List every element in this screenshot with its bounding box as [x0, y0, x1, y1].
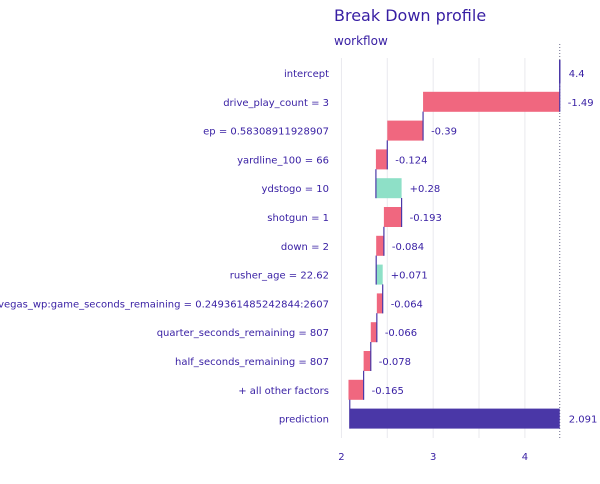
row-label: ydstogo = 10	[262, 184, 329, 195]
bar-negative	[375, 149, 388, 170]
value-label: +0.28	[410, 184, 441, 195]
bar-negative	[376, 235, 384, 256]
bar-positive	[375, 178, 402, 199]
value-label: -0.165	[372, 386, 404, 397]
chart-title: Break Down profile	[334, 6, 486, 25]
row-label: rusher_age = 22.62	[230, 271, 329, 282]
value-label: +0.071	[391, 271, 428, 282]
value-label: 2.091	[569, 415, 598, 426]
value-label: -1.49	[568, 98, 594, 109]
row-label: + all other factors	[238, 386, 329, 397]
row-label: quarter_seconds_remaining = 807	[157, 328, 329, 339]
row-label: down = 2	[281, 242, 329, 253]
bar-negative	[370, 322, 377, 343]
x-tick-label: 4	[522, 452, 528, 463]
row-label: half_seconds_remaining = 807	[175, 357, 329, 368]
bar-negative	[363, 351, 371, 371]
bar-positive	[376, 264, 383, 285]
row-label: shotgun = 1	[267, 213, 329, 224]
chart-subtitle: workflow	[334, 34, 388, 48]
value-label: -0.078	[379, 357, 411, 368]
value-label: -0.193	[410, 213, 442, 224]
row-label: drive_play_count = 3	[223, 98, 329, 109]
row-label: intercept	[284, 69, 329, 80]
bars	[348, 60, 561, 429]
row-label: ep = 0.58308911928907	[203, 127, 329, 138]
bar-negative	[423, 91, 560, 112]
value-label: -0.084	[392, 242, 424, 253]
value-label: -0.124	[395, 155, 427, 166]
bar-prediction	[349, 408, 560, 429]
bar-negative	[387, 120, 424, 141]
row-label: yardline_100 = 66	[237, 155, 329, 166]
row-label: vegas_wp:game_seconds_remaining = 0.2493…	[0, 299, 329, 310]
bar-negative	[348, 379, 364, 400]
bar-negative	[383, 207, 402, 227]
row-label: prediction	[279, 415, 329, 426]
bar-negative	[376, 293, 383, 314]
value-label: 4.4	[569, 69, 585, 80]
row-labels: intercept drive_play_count = 3 ep = 0.5830…	[0, 69, 329, 426]
value-label: -0.066	[385, 328, 417, 339]
value-label: -0.064	[391, 299, 423, 310]
x-tick-label: 2	[338, 452, 344, 463]
x-axis-ticks: 2 3 4	[338, 452, 528, 463]
x-tick-label: 3	[430, 452, 436, 463]
value-label: -0.39	[431, 127, 457, 138]
value-labels: 4.4 -1.49 -0.39 -0.124 +0.28 -0.193 -0.084 +0.0…	[372, 69, 598, 426]
